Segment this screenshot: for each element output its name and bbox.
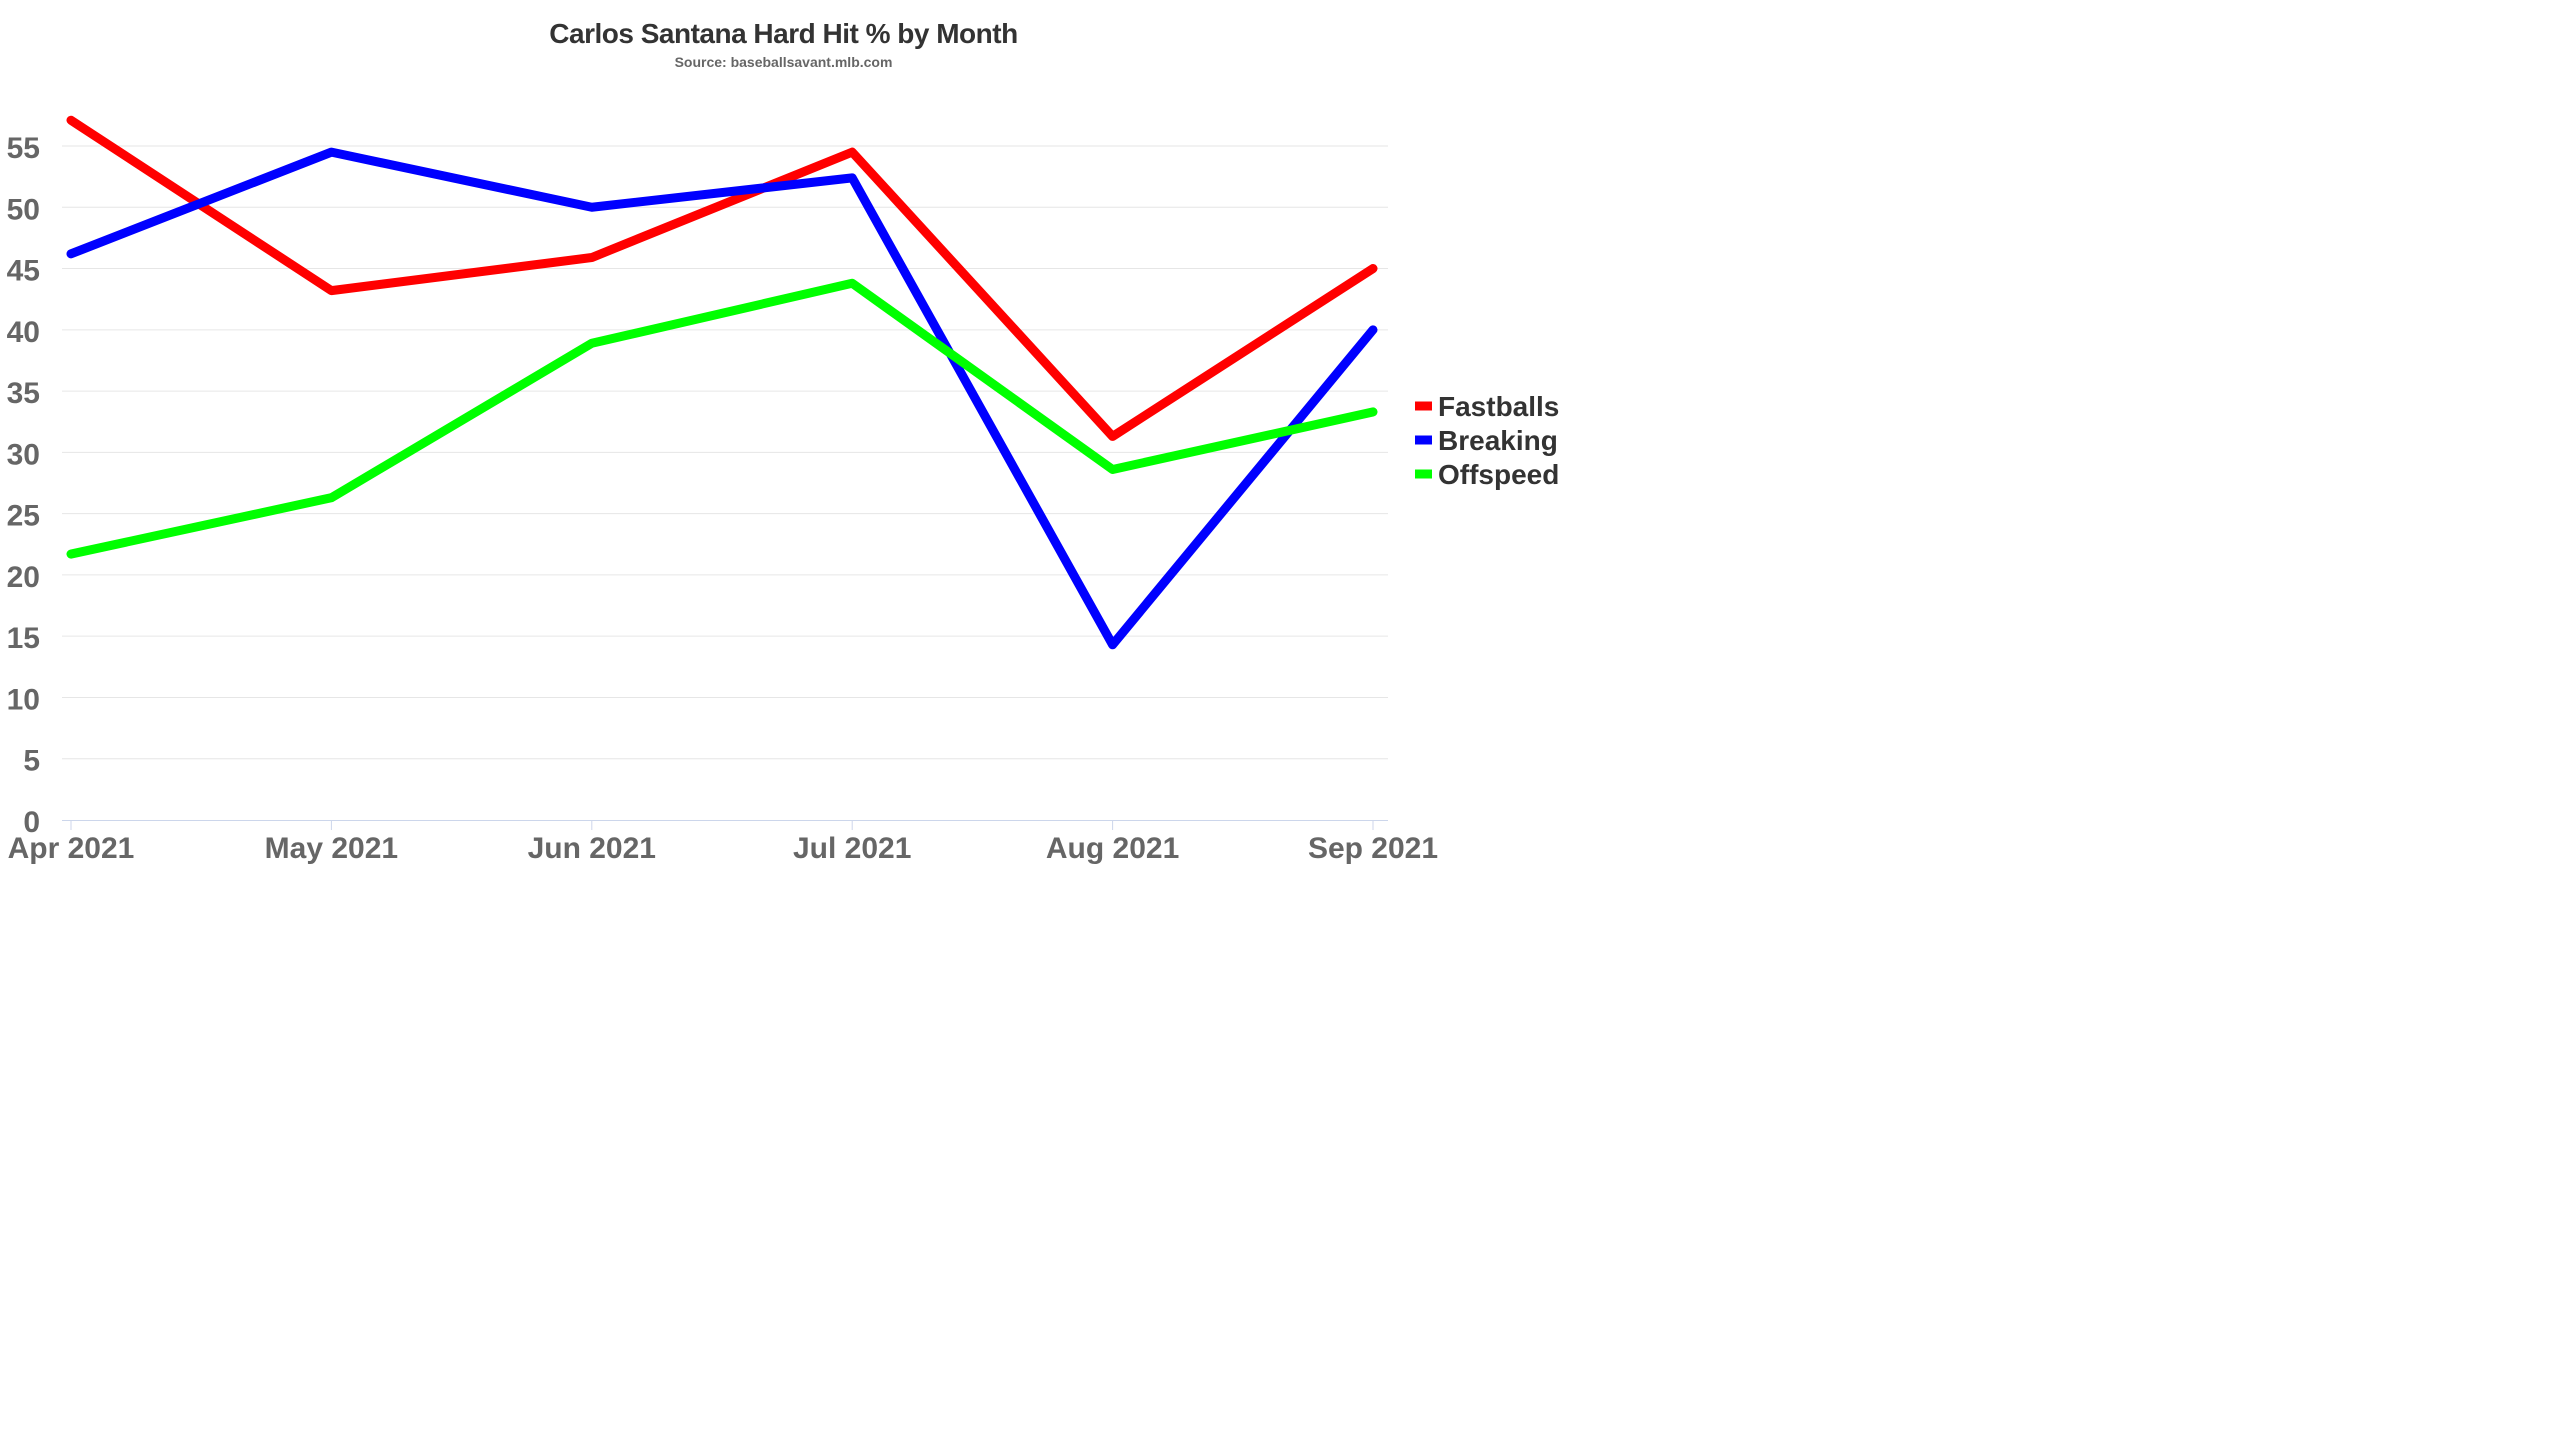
data-point-fastballs [590, 256, 593, 259]
legend-label: Offspeed [1438, 459, 1559, 490]
y-tick-label: 20 [7, 561, 40, 594]
y-tick-label: 10 [7, 683, 40, 716]
series-lines [66, 115, 1378, 650]
data-point-breaking [1372, 328, 1374, 331]
data-point-breaking [330, 151, 333, 154]
y-tick-label: 30 [7, 438, 40, 471]
data-point-offspeed [1372, 410, 1374, 413]
data-point-fastballs [70, 119, 72, 122]
y-tick-label: 55 [7, 132, 40, 165]
data-point-fastballs [851, 151, 854, 154]
data-point-breaking [851, 176, 854, 179]
data-point-breaking [1111, 643, 1114, 646]
y-tick-label: 50 [7, 193, 40, 226]
legend-label: Fastballs [1438, 391, 1559, 422]
x-tick-label: Aug 2021 [1046, 832, 1179, 865]
data-point-fastballs [1111, 435, 1114, 438]
y-tick-label: 0 [23, 806, 40, 839]
legend-item-fastballs[interactable]: Fastballs [1415, 391, 1559, 422]
data-point-breaking [590, 206, 593, 209]
legend-item-offspeed[interactable]: Offspeed [1415, 459, 1559, 490]
series-line-breaking [66, 147, 1378, 650]
gridlines [62, 145, 1388, 760]
y-axis-tick-labels: 0 5 10 15 20 25 30 35 40 45 50 55 [7, 132, 40, 839]
y-tick-label: 15 [7, 622, 40, 655]
y-tick-label: 45 [7, 255, 40, 288]
y-tick-label: 40 [7, 316, 40, 349]
data-point-offspeed [590, 342, 593, 345]
x-tick-label: Apr 2021 [8, 832, 135, 865]
data-point-offspeed [70, 553, 72, 556]
y-tick-label: 25 [7, 500, 40, 533]
data-point-fastballs [1372, 267, 1374, 270]
data-point-breaking [70, 252, 72, 255]
x-tick-label: Jun 2021 [528, 832, 656, 865]
data-point-offspeed [330, 496, 333, 499]
y-tick-label: 35 [7, 377, 40, 410]
chart-subtitle: Source: baseballsavant.mlb.com [674, 54, 893, 70]
data-point-offspeed [1111, 468, 1114, 471]
data-point-fastballs [330, 289, 333, 292]
legend-item-breaking[interactable]: Breaking [1415, 425, 1558, 456]
y-tick-label: 5 [23, 745, 40, 778]
x-tick-label: Sep 2021 [1308, 832, 1438, 865]
chart-title: Carlos Santana Hard Hit % by Month [549, 18, 1018, 49]
x-tick-label: Jul 2021 [793, 832, 911, 865]
series-line-fastballs [66, 115, 1378, 441]
series-line-offspeed [66, 278, 1378, 559]
x-axis [62, 820, 1388, 830]
data-point-offspeed [851, 282, 854, 285]
legend-label: Breaking [1438, 425, 1558, 456]
x-axis-tick-labels: Apr 2021 May 2021 Jun 2021 Jul 2021 Aug 2021… [8, 832, 1438, 865]
x-tick-label: May 2021 [265, 832, 398, 865]
